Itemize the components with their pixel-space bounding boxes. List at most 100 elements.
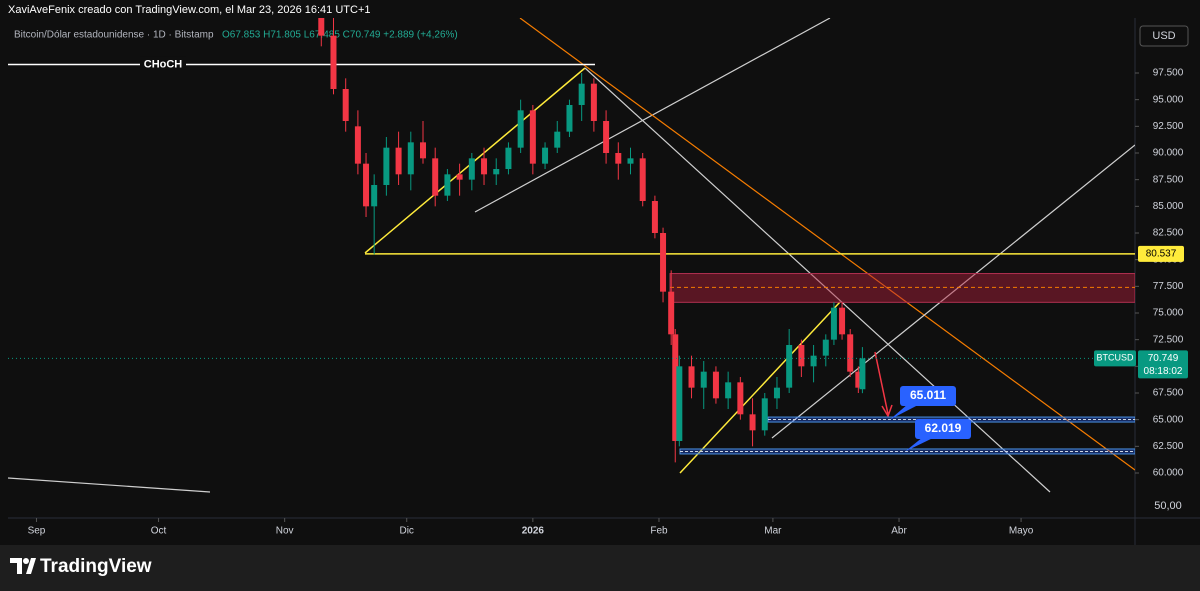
callout-label: 65.011	[910, 388, 946, 402]
trend-line	[679, 301, 841, 474]
currency-button[interactable]	[1139, 25, 1189, 47]
candle-body	[517, 110, 524, 148]
candle-body	[859, 358, 866, 390]
candle-body	[615, 152, 622, 164]
candle-body	[822, 339, 829, 356]
x-tick-label: Sep	[28, 526, 46, 537]
candle-body	[529, 110, 536, 164]
candle-body	[830, 307, 837, 340]
callout-pointer	[890, 404, 920, 420]
x-tick-label: Mar	[764, 526, 782, 537]
candle-body	[847, 334, 854, 372]
price-tag	[1138, 350, 1188, 379]
footer	[0, 545, 1200, 591]
candle-body	[773, 387, 780, 399]
candle-body	[688, 366, 695, 388]
candle-body	[554, 131, 561, 148]
symbol-tag	[1094, 350, 1136, 367]
candle-body	[407, 142, 414, 175]
x-tick-label: Feb	[650, 526, 668, 537]
y-tick-label: 87.500	[1153, 174, 1184, 185]
legend-values: O67.853 H71.805 L67.485 C70.749 +2.889 (…	[222, 30, 458, 41]
x-tick-label: 2026	[522, 526, 545, 537]
y-tick-label: 77.500	[1153, 281, 1184, 292]
trend-line	[364, 67, 586, 254]
choch-bg	[140, 56, 186, 73]
countdown: 08:18:02	[1144, 366, 1183, 377]
currency[interactable]: USD	[1152, 30, 1175, 42]
candle-body	[786, 344, 793, 388]
choch-label: CHoCH	[144, 58, 183, 70]
x-tick-label: Oct	[151, 526, 167, 537]
candle-body	[542, 147, 549, 164]
candle-body	[419, 142, 426, 159]
x-tick-label: Mayo	[1009, 526, 1034, 537]
callout-label: 62.019	[925, 421, 962, 435]
candle-body	[371, 184, 378, 207]
candle-body	[432, 158, 439, 196]
candle-body	[481, 158, 488, 175]
candle-body	[725, 382, 732, 399]
candle-body	[627, 158, 634, 164]
x-tick-label: Dic	[399, 526, 413, 537]
y-tick-label: 85.000	[1153, 201, 1184, 212]
legend-symbol: Bitcoin/Dólar estadounidense · 1D · Bits…	[14, 30, 214, 41]
callout-pointer	[905, 437, 935, 452]
candle-body	[712, 371, 719, 399]
candle-body	[456, 174, 463, 180]
trend-line	[584, 67, 1051, 493]
plot: CHoCH	[8, 18, 1135, 463]
arrow	[874, 351, 889, 415]
supply-zone	[669, 273, 1135, 303]
y-tick-label: 72.500	[1153, 334, 1184, 345]
candle-body	[505, 147, 512, 169]
y-tick-label: 67.500	[1153, 388, 1184, 399]
brand: TradingView	[40, 556, 152, 577]
y-tick-label: 92.500	[1153, 121, 1184, 132]
candle-body	[444, 174, 451, 196]
brand-logo: TradingView	[10, 556, 152, 577]
candle-body	[737, 382, 744, 415]
candle-body	[839, 307, 846, 335]
price-label: 70.749	[1148, 353, 1179, 364]
candle-body	[493, 168, 500, 175]
candle-body	[590, 83, 597, 121]
candle-body	[660, 232, 667, 292]
header: XaviAveFenix creado con TradingView.com,…	[8, 4, 371, 16]
level-label: 80.537	[1146, 249, 1177, 260]
symbol-name: BTCUSD	[1096, 353, 1134, 363]
logo-icon	[10, 558, 36, 574]
candle-body	[603, 120, 610, 153]
y-tick-label: 95.000	[1153, 94, 1184, 105]
candle-body	[566, 104, 573, 132]
candle-body	[651, 200, 658, 233]
candle-body	[855, 371, 862, 388]
candle-body	[798, 344, 805, 367]
candle-body	[468, 158, 475, 180]
y-tick-label: 90.000	[1153, 148, 1184, 159]
candle-body	[383, 147, 390, 185]
y-tick-label: 97.500	[1153, 68, 1184, 79]
candle-body	[749, 414, 756, 431]
candle-body	[810, 355, 817, 367]
candle-body	[668, 291, 675, 335]
candle-body	[395, 147, 402, 175]
y-tick-label: 65.000	[1153, 414, 1184, 425]
y-tick-label: 82.500	[1153, 228, 1184, 239]
candle-body	[676, 366, 683, 441]
candle-body	[363, 163, 370, 207]
bottom-axis-label: 50,00	[1154, 500, 1182, 512]
logo-dot	[23, 558, 29, 564]
candle-body	[330, 35, 337, 89]
drawings	[8, 18, 1135, 493]
candle-body	[672, 334, 679, 441]
candle-body	[354, 126, 361, 164]
trend-line	[771, 144, 1135, 439]
candle-body	[639, 158, 646, 201]
arrow-head	[881, 404, 893, 418]
y-tick-label: 60.000	[1153, 468, 1184, 479]
candle-body	[700, 371, 707, 388]
candle-body	[342, 88, 349, 121]
